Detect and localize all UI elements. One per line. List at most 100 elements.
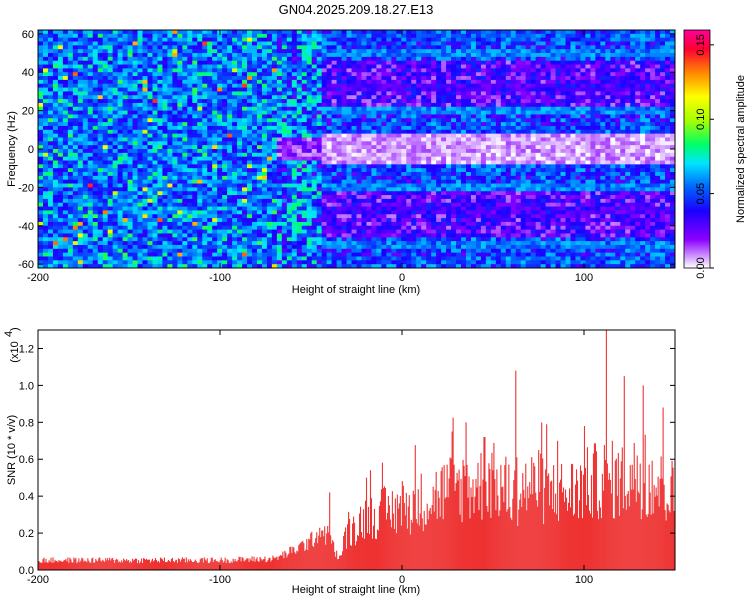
- spectrogram-cell: [87, 79, 94, 85]
- spectrogram-cell: [212, 149, 218, 154]
- spectrogram-cell: [132, 95, 139, 100]
- spectrogram-cell: [147, 133, 154, 139]
- spectrogram-cell: [351, 168, 358, 173]
- spectrogram-cell: [545, 53, 552, 58]
- spectrogram-cell: [475, 137, 482, 142]
- spectrogram-cell: [207, 133, 213, 139]
- spectrogram-cell: [167, 168, 173, 173]
- spectrogram-cell: [550, 45, 557, 50]
- spectrogram-cell: [595, 168, 601, 173]
- spectrogram-cell: [605, 79, 611, 85]
- spectrogram-cell: [82, 56, 89, 62]
- spectrogram-cell: [645, 114, 651, 119]
- spectrogram-cell: [137, 164, 144, 169]
- spectrogram-cell: [142, 64, 149, 69]
- spectrogram-cell: [446, 175, 452, 181]
- spectrogram-cell: [645, 37, 651, 43]
- spectrogram-cell: [142, 168, 149, 173]
- spectrogram-cell: [356, 145, 363, 150]
- spectrogram-cell: [197, 172, 203, 177]
- spectrogram-cell: [82, 160, 89, 165]
- spectrogram-cell: [446, 106, 452, 112]
- spectrogram-cell: [610, 164, 616, 169]
- spectrogram-cell: [232, 56, 238, 62]
- spectrogram-cell: [256, 164, 263, 169]
- spectrogram-cell: [316, 33, 323, 39]
- spectrogram-cell: [500, 45, 507, 50]
- spectrogram-cell: [605, 95, 611, 100]
- spectrogram-cell: [97, 168, 104, 173]
- spectrogram-cell: [242, 49, 248, 54]
- spectrogram-cell: [461, 118, 467, 123]
- spectrogram-cell: [565, 141, 572, 146]
- spectrogram-cell: [142, 149, 149, 154]
- spectrogram-cell: [605, 141, 611, 146]
- spectrogram-cell: [510, 76, 517, 81]
- spectrogram-cell: [127, 49, 134, 54]
- spectrogram-cell: [117, 99, 124, 104]
- spectrogram-cell: [42, 95, 49, 100]
- spectrogram-cell: [122, 83, 129, 89]
- spectrogram-cell: [187, 145, 193, 150]
- spectrogram-cell: [540, 76, 547, 81]
- spectrogram-cell: [321, 99, 328, 104]
- spectrogram-cell: [465, 30, 472, 35]
- spectrogram-cell: [665, 95, 671, 100]
- spectrogram-cell: [361, 122, 368, 127]
- spectrogram-cell: [615, 64, 621, 69]
- spectrogram-cell: [540, 145, 547, 150]
- spectrogram-cell: [510, 133, 517, 139]
- spectrogram-cell: [187, 68, 193, 73]
- spectrogram-cell: [381, 114, 387, 119]
- spectrogram-cell: [575, 175, 582, 181]
- spectrogram-cell: [227, 76, 233, 81]
- spectrogram-cell: [421, 37, 427, 43]
- spectrogram-cell: [505, 125, 512, 131]
- spectrogram-cell: [436, 56, 442, 62]
- spectrogram-cell: [431, 168, 437, 173]
- spectrogram-cell: [371, 49, 378, 54]
- spectrogram-cell: [431, 106, 437, 112]
- spectrogram-cell: [202, 53, 208, 58]
- spectrogram-cell: [560, 125, 567, 131]
- spectrogram-cell: [271, 53, 278, 58]
- spectrogram-cell: [217, 76, 223, 81]
- spectrogram-cell: [266, 95, 273, 100]
- spectrogram-cell: [276, 37, 283, 43]
- spectrogram-cell: [187, 106, 193, 112]
- spectrogram-cell: [590, 137, 596, 142]
- spectrogram-cell: [635, 137, 641, 142]
- spectrogram-cell: [371, 129, 378, 135]
- spectrogram-cell: [346, 83, 353, 89]
- spectrogram-cell: [207, 60, 213, 66]
- spectrogram-cell: [137, 87, 144, 93]
- spectrogram-cell: [575, 33, 582, 39]
- spectrogram-cell: [132, 79, 139, 85]
- spectrogram-cell: [640, 145, 646, 150]
- spectrogram-cell: [127, 91, 134, 96]
- spectrogram-cell: [480, 95, 487, 100]
- spectrogram-cell: [580, 76, 587, 81]
- spectrogram-cell: [177, 79, 183, 85]
- spectrogram-cell: [87, 168, 94, 173]
- spectrogram-cell: [82, 68, 89, 73]
- spectrogram-cell: [451, 72, 457, 77]
- spectrogram-cell: [411, 164, 417, 169]
- spectrogram-cell: [242, 156, 248, 162]
- spectrogram-cell: [52, 156, 59, 162]
- spectrogram-cell: [391, 64, 397, 69]
- spectrogram-cell: [306, 79, 313, 85]
- spectrogram-cell: [655, 129, 661, 135]
- spectrogram-cell: [391, 102, 397, 108]
- spectrogram-cell: [600, 114, 606, 119]
- spectrogram-cell: [650, 53, 656, 58]
- spectrogram-cell: [281, 99, 288, 104]
- spectrogram-cell: [560, 156, 567, 162]
- spectrogram-cell: [580, 149, 587, 154]
- spectrogram-cell: [645, 152, 651, 158]
- spectrogram-cell: [47, 122, 54, 127]
- spectrogram-cell: [212, 76, 218, 81]
- spectrogram-cell: [311, 79, 318, 85]
- spectrogram-cell: [431, 152, 437, 158]
